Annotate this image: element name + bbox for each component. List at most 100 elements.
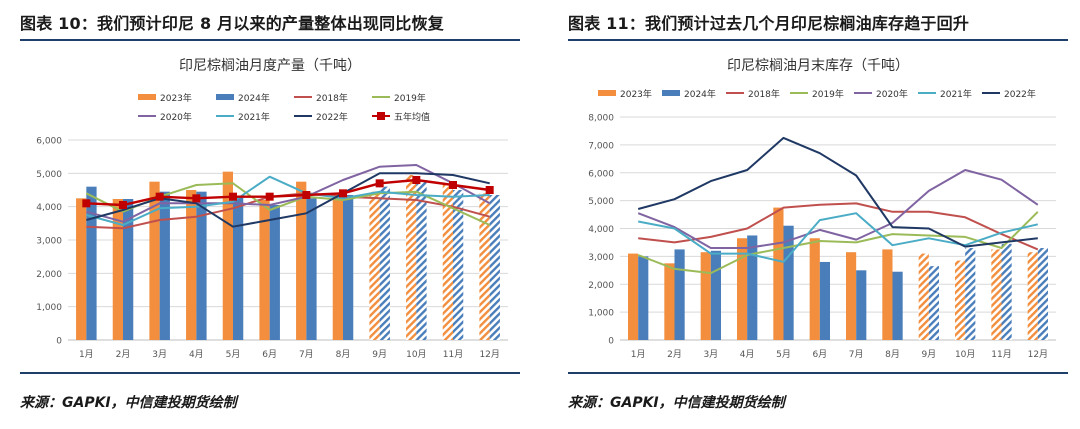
legend-entry: 2024年 [216,92,270,104]
bar [76,198,87,340]
bar [379,186,390,340]
bar [112,199,123,340]
y-tick-label: 0 [56,337,62,347]
bar [149,181,160,340]
series-line [638,212,1039,263]
figure-10-bottom-rule [20,372,520,374]
bar [991,249,1002,340]
x-tick-label: 2月 [116,349,131,360]
bar [664,263,675,340]
legend-entry: 2021年 [918,88,972,100]
point-marker [412,176,421,184]
bar [747,235,758,340]
production-chart-svg: 印尼棕榈油月度产量（千吨） 2023年 2024年 2018年 2019年 2020年 20… [36,58,508,360]
legend-marker [377,112,385,120]
x-tick-label: 7月 [299,349,314,360]
legend-entry: 2021年 [216,111,270,123]
bar [296,181,307,340]
legend-swatch [662,90,680,96]
y-tick-label: 5,000 [36,170,62,180]
series-line [638,202,1039,251]
production-chart: 印尼棕榈油月度产量（千吨） 2023年 2024年 2018年 2019年 2020年 20… [20,42,520,372]
legend-entry: 2022年 [982,88,1036,100]
figure-11-bottom-rule [568,372,1068,374]
bar [773,207,784,340]
bar [442,185,453,340]
x-tick-label: 5月 [226,349,241,360]
legend-swatch [138,94,156,100]
point-marker [82,199,91,208]
x-tick-label: 12月 [479,349,499,360]
point-marker [485,186,494,194]
x-tick-label: 7月 [849,349,864,360]
legend-label: 2018年 [316,92,348,104]
x-tick-label: 6月 [812,349,827,360]
legend-entry: 2018年 [726,88,780,100]
bar [783,225,794,340]
bar [489,195,500,340]
x-tick-label: 6月 [262,349,277,360]
bar [1027,252,1038,340]
legend-entry: 2020年 [138,111,192,123]
legend-entry: 2019年 [372,92,426,104]
bar [882,249,893,340]
y-tick-label: 4,000 [588,225,614,235]
x-tick-label: 8月 [885,349,900,360]
legend-swatch [598,90,616,96]
figure-11-heading: 图表 11：我们预计过去几个月印尼棕榈油库存趋于回升 [568,14,970,33]
bar [892,271,903,340]
legend-label: 2018年 [748,88,780,100]
y-tick-label: 3,000 [588,253,614,263]
point-marker [449,181,457,189]
legend-label: 五年均值 [394,111,430,123]
bar [159,191,170,340]
bar [453,190,464,340]
bar [845,252,857,340]
legend-label: 2023年 [160,92,192,104]
bar [638,256,649,340]
x-tick-label: 5月 [776,349,791,360]
bar [627,253,639,340]
bar [809,238,820,340]
chart-title: 印尼棕榈油月末库存（千吨） [727,58,909,74]
y-tick-label: 7,000 [588,141,614,151]
x-tick-label: 4月 [740,349,755,360]
point-marker [375,179,384,188]
legend-entry: 2023年 [598,88,652,100]
chart-title: 印尼棕榈油月度产量（千吨） [179,58,361,74]
bar [965,248,976,340]
figure-10-panel: 图表 10：我们预计印尼 8 月以来的产量整体出现同比恢复 印尼棕榈油月度产量（… [0,0,532,429]
bar [1037,248,1049,340]
point-marker [302,191,311,199]
y-tick-label: 5,000 [588,197,614,207]
legend-label: 2022年 [316,111,348,123]
bar [700,252,711,340]
figure-10-heading: 图表 10：我们预计印尼 8 月以来的产量整体出现同比恢复 [20,14,444,33]
bar [674,249,685,340]
bar [856,270,867,340]
inventory-chart: 印尼棕榈油月末库存（千吨） 2023年 2024年 2018年 2019年 2020年 20… [568,42,1068,372]
y-tick-label: 6,000 [36,137,62,147]
legend-entry: 2022年 [294,111,348,123]
point-marker [229,192,237,201]
bar [233,196,244,340]
point-marker [155,192,164,201]
bar [819,261,831,340]
bar [928,266,940,340]
point-marker [265,192,274,201]
series-line [86,164,491,223]
legend-label: 2019年 [812,88,844,100]
legend-label: 2021年 [940,88,972,100]
legend-label: 2023年 [620,88,652,100]
figure-10-title-rule [20,39,520,41]
legend-label: 2020年 [160,111,192,123]
legend-label: 2020年 [876,88,908,100]
legend-entry: 2019年 [790,88,844,100]
y-tick-label: 4,000 [36,203,62,213]
x-tick-label: 3月 [152,349,167,360]
y-tick-label: 0 [608,337,614,347]
figure-11-panel: 图表 11：我们预计过去几个月印尼棕榈油库存趋于回升 印尼棕榈油月末库存（千吨）… [548,0,1080,429]
legend-entry: 2023年 [138,92,192,104]
y-tick-label: 1,000 [36,303,62,313]
x-tick-label: 10月 [955,349,975,360]
